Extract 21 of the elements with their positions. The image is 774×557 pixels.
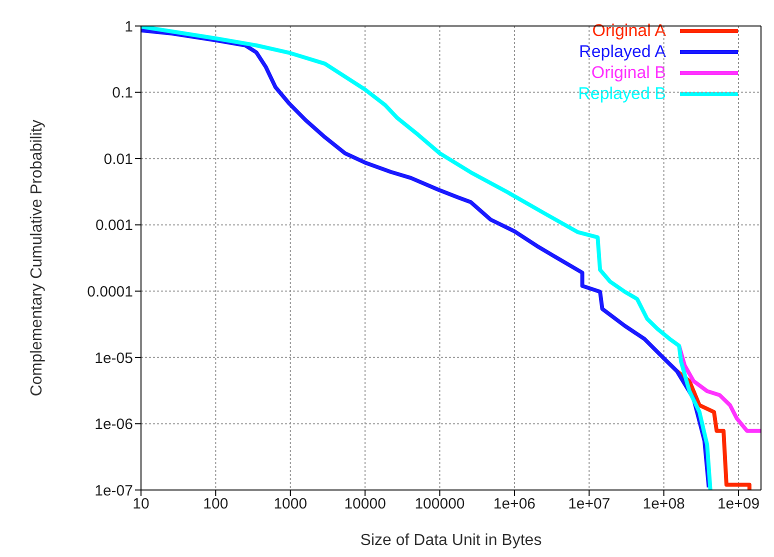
legend-label: Replayed A bbox=[579, 41, 666, 62]
y-tick-label: 0.01 bbox=[104, 150, 133, 168]
legend-label: Original B bbox=[591, 62, 666, 83]
y-tick-label: 0.001 bbox=[95, 217, 133, 234]
x-axis-title: Size of Data Unit in Bytes bbox=[360, 532, 542, 549]
x-tick-label: 100000 bbox=[414, 496, 465, 513]
y-axis-title: Complementary Cumulative Probability bbox=[28, 120, 46, 396]
y-tick-label: 1e-06 bbox=[94, 416, 133, 434]
x-tick-label: 10000 bbox=[344, 496, 386, 513]
y-tick-label: 0.1 bbox=[112, 84, 133, 102]
x-tick-label: 100 bbox=[203, 496, 228, 513]
y-tick-label: 1 bbox=[124, 18, 133, 36]
x-tick-label: 1e+09 bbox=[717, 496, 760, 513]
x-tick-label: 1e+08 bbox=[642, 496, 685, 513]
x-tick-label: 1e+06 bbox=[493, 496, 536, 513]
y-tick-label: 0.0001 bbox=[87, 283, 133, 300]
y-tick-label: 1e-07 bbox=[94, 482, 133, 500]
x-tick-label: 1e+07 bbox=[568, 496, 610, 513]
x-tick-label: 1000 bbox=[274, 496, 308, 513]
y-tick-label: 1e-05 bbox=[94, 350, 133, 367]
x-tick-label: 10 bbox=[132, 496, 150, 513]
